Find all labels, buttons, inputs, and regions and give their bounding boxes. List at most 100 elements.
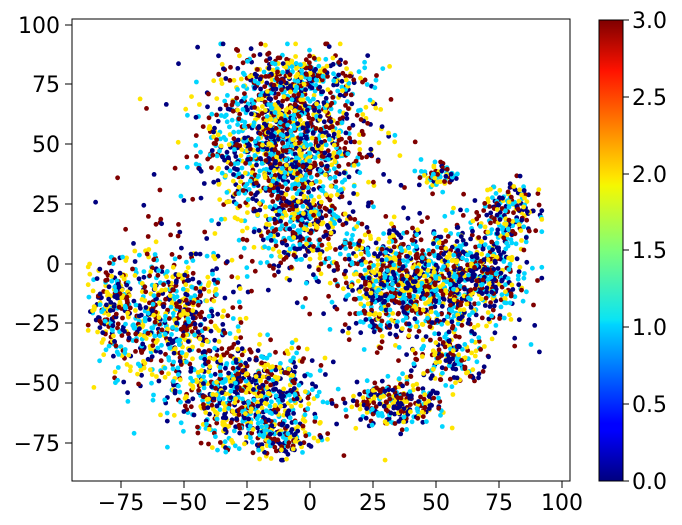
scatter-point [176,372,181,377]
scatter-point [237,430,243,436]
scatter-point [111,353,116,359]
scatter-point [115,365,121,370]
scatter-point [103,270,109,275]
scatter-point [427,298,432,304]
scatter-point [368,236,374,242]
scatter-point [337,245,343,251]
scatter-point [367,97,373,103]
scatter-point [280,148,286,154]
scatter-point [113,311,119,317]
scatter-point [171,350,177,356]
scatter-point [367,323,373,329]
scatter-point [319,89,324,95]
scatter-point [503,289,508,295]
scatter-point [272,444,278,450]
scatter-point [239,174,245,180]
scatter-point [220,396,226,401]
scatter-point [261,69,267,75]
scatter-point [287,277,292,283]
scatter-point [280,141,286,146]
scatter-point [275,69,280,75]
scatter-point [266,102,272,107]
scatter-point [359,262,365,268]
scatter-point [360,275,366,281]
scatter-point [492,330,498,336]
scatter-point [474,255,480,261]
scatter-point [266,245,272,251]
scatter-point [230,108,236,114]
scatter-point [343,280,349,286]
scatter-point [484,289,489,295]
scatter-point [193,251,199,257]
scatter-point [271,228,277,234]
scatter-point [218,143,224,149]
scatter-point [186,339,191,344]
scatter-point [155,345,161,351]
scatter-point [201,286,207,292]
scatter-point [440,292,446,297]
scatter-point [404,268,409,274]
scatter-point [149,354,155,359]
scatter-point [299,257,304,262]
scatter-point [214,379,220,385]
scatter-point [216,182,222,187]
scatter-point [489,313,494,319]
scatter-point [257,201,262,206]
scatter-point [458,283,463,289]
scatter-point [326,293,331,299]
scatter-point [268,116,273,122]
scatter-point [251,101,256,107]
scatter-point [197,102,202,107]
scatter-point [379,267,384,272]
scatter-point [241,123,247,129]
scatter-point [267,188,273,194]
scatter-point [330,55,336,61]
scatter-point [242,441,247,447]
scatter-point [217,376,223,382]
scatter-point [327,327,333,332]
scatter-point [322,108,328,114]
scatter-point [228,379,233,385]
scatter-point [222,295,228,301]
scatter-point [353,253,359,259]
scatter-point [410,279,416,284]
scatter-point [190,378,196,384]
scatter-point [211,356,217,362]
scatter-point [292,364,298,370]
scatter-point [468,236,473,242]
scatter-point [367,283,373,289]
scatter-point [378,295,384,301]
scatter-point [133,302,139,308]
scatter-point [328,193,334,199]
scatter-point [263,152,269,157]
scatter-point [340,222,346,228]
scatter-point [236,129,242,135]
scatter-point [484,285,490,291]
scatter-point [195,424,200,430]
scatter-point [280,61,286,66]
scatter-point [297,105,302,111]
scatter-point [132,248,138,254]
scatter-point [152,333,158,339]
scatter-point [358,107,363,113]
scatter-point [233,335,239,341]
scatter-point [202,229,208,235]
scatter-point [317,251,323,257]
scatter-point [396,232,402,238]
scatter-point [501,315,507,321]
scatter-point [342,256,348,262]
scatter-point [387,331,393,337]
scatter-point [223,137,229,143]
scatter-point [260,355,266,361]
scatter-point [313,415,318,420]
scatter-point [236,446,242,452]
scatter-point [240,228,245,234]
scatter-point [370,269,375,274]
scatter-point [242,135,248,141]
scatter-point [276,249,282,255]
scatter-point [319,187,324,193]
scatter-point [198,440,204,446]
scatter-point [268,456,274,461]
scatter-point [193,133,199,139]
scatter-point [238,153,244,159]
